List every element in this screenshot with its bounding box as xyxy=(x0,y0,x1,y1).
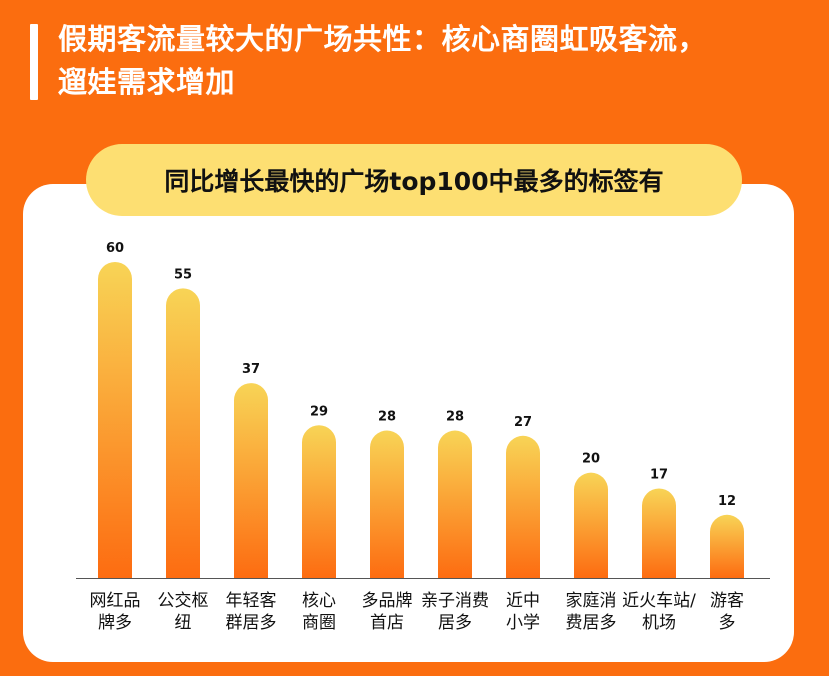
headline-line-1: 假期客流量较大的广场共性：核心商圈虹吸客流， xyxy=(58,22,708,56)
bar xyxy=(166,288,200,578)
bar-value-label: 55 xyxy=(174,267,192,282)
headline-line-2: 遛娃需求增加 xyxy=(58,65,236,99)
category-label: 近中 xyxy=(506,591,540,611)
category-label: 公交枢 xyxy=(158,591,209,611)
bar xyxy=(438,430,472,578)
bar-value-label: 12 xyxy=(718,494,736,509)
bar xyxy=(574,472,608,578)
category-label: 网红品 xyxy=(90,591,141,611)
category-label: 亲子消费 xyxy=(421,591,489,611)
category-label: 纽 xyxy=(175,613,192,633)
category-label: 居多 xyxy=(438,613,472,633)
bar xyxy=(370,430,404,578)
category-label: 多品牌 xyxy=(362,591,413,611)
category-label: 家庭消 xyxy=(566,591,617,611)
category-label: 核心 xyxy=(302,591,336,611)
category-label: 多 xyxy=(719,613,736,633)
bar-value-label: 28 xyxy=(378,410,396,425)
category-label: 首店 xyxy=(370,613,404,633)
chart-title: 同比增长最快的广场top100中最多的标签有 xyxy=(164,167,664,196)
chart-card xyxy=(23,184,794,662)
category-label: 近火车站/ xyxy=(622,591,696,611)
bar-value-label: 37 xyxy=(242,362,260,377)
category-label: 小学 xyxy=(506,613,540,633)
category-label: 机场 xyxy=(642,613,676,633)
bar xyxy=(506,435,540,578)
page-headline: 假期客流量较大的广场共性：核心商圈虹吸客流， 遛娃需求增加 xyxy=(58,18,818,104)
category-label: 群居多 xyxy=(226,613,277,633)
category-label: 年轻客 xyxy=(226,591,277,611)
bar-value-label: 27 xyxy=(514,415,532,430)
headline-accent-bar xyxy=(30,24,38,100)
category-label: 商圈 xyxy=(302,613,336,633)
bar-value-label: 17 xyxy=(650,467,668,482)
bar xyxy=(302,425,336,578)
bar xyxy=(642,488,676,578)
bar-value-label: 20 xyxy=(582,452,600,467)
bar xyxy=(710,514,744,578)
category-label: 游客 xyxy=(710,591,744,611)
bar-value-label: 28 xyxy=(446,410,464,425)
bar xyxy=(234,383,268,578)
bar-value-label: 29 xyxy=(310,404,328,419)
chart-title-pill: 同比增长最快的广场top100中最多的标签有 xyxy=(86,144,742,216)
bar xyxy=(98,262,132,578)
category-label: 费居多 xyxy=(566,613,617,633)
bar-value-label: 60 xyxy=(106,241,124,256)
category-label: 牌多 xyxy=(98,613,132,633)
